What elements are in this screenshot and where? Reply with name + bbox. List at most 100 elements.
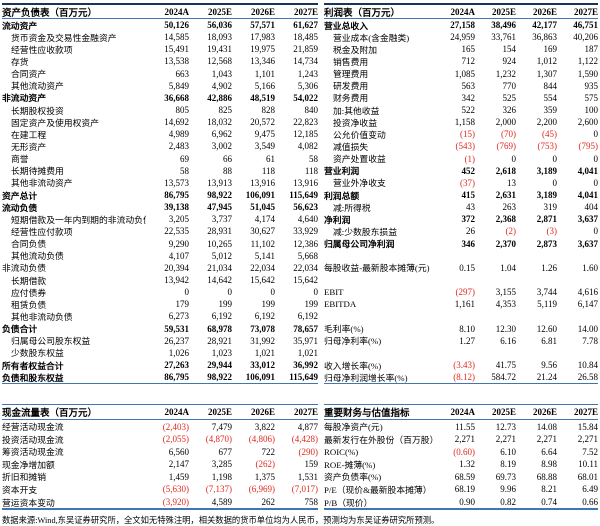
row-label: 毛利率(%) [324, 324, 364, 335]
table-row: 经营性应付款项 22,535 28,931 30,627 33,929 [2, 225, 318, 237]
cell-value: 1.60 [582, 262, 598, 273]
row-label: 营业外净收支 [333, 178, 386, 189]
cell-value: 26.58 [577, 372, 598, 383]
table-row: 负债和股东权益 86,795 98,922 106,091 115,649 [2, 371, 318, 383]
cell-value: 0 [593, 226, 599, 237]
cell-value: 319 [543, 202, 558, 213]
table-row: 在建工程 4,989 6,962 9,475 12,185 [2, 128, 318, 140]
cell-value: 3,737 [211, 214, 232, 225]
row-label: EBITDA [324, 299, 357, 310]
cell-value: 2,483 [168, 141, 189, 152]
row-label: 归属母公司股东权益 [11, 336, 91, 347]
cell-value: 21,034 [207, 262, 232, 273]
cell-value: 8.19 [500, 459, 516, 470]
cell-value: 6,560 [168, 446, 189, 457]
table-body: 每股净资产(元) 11.55 12.73 14.08 15.84 最新发行在外股份（百万股… [324, 420, 598, 511]
cell-value: 12,386 [293, 238, 318, 249]
cell-value: 14,692 [164, 117, 189, 128]
cell-value: 98,922 [207, 372, 232, 383]
table-row: 负债合计 59,531 68,978 73,078 78,657 [2, 323, 318, 335]
table-title: 重要财务与估值指标 [324, 409, 410, 420]
cell-value: 13 [507, 177, 516, 188]
cell-value: 4,902 [211, 80, 232, 91]
cell-value: 4,616 [577, 287, 598, 298]
row-label: 负债和股东权益 [2, 372, 64, 383]
cell-value: 1,375 [254, 471, 275, 482]
row-label: 公允价值变动 [333, 129, 386, 140]
cell-value: 828 [261, 105, 276, 116]
cell-value: 98,922 [207, 190, 232, 201]
row-label: 营业总收入 [324, 20, 368, 31]
cell-value: 86,795 [164, 190, 189, 201]
cell-value: 6,962 [211, 129, 232, 140]
cell-value: 4,041 [577, 165, 598, 176]
cell-value: 15.84 [577, 421, 598, 432]
cell-value: 11,102 [250, 238, 275, 249]
cell-value: 12,568 [207, 56, 232, 67]
cell-value: 825 [218, 105, 233, 116]
table-row: 合同负债 9,290 10,265 11,102 12,386 [2, 238, 318, 250]
column-header-2024a: 2024A [450, 407, 476, 418]
table-row: 投资活动现金流 (2,055) (4,870) (4,806) (4,428) [2, 433, 318, 446]
cell-value: 677 [218, 446, 233, 457]
table-row: 归母净利润增长率(%) (8.12) 584.72 21.24 26.58 [324, 371, 598, 383]
table-row: 资产处置收益 (1) 0 0 0 [324, 153, 598, 165]
column-header-2024a: 2024A [164, 6, 190, 17]
cell-value: 38,496 [491, 20, 516, 31]
cell-value: (262) [255, 459, 276, 470]
row-label: 利润总额 [324, 190, 360, 201]
cell-value: 22,034 [293, 262, 318, 273]
table-row: 资本开支 (5,630) (7,137) (6,969) (7,017) [2, 483, 318, 496]
table-row: 长期股权投资 805 825 828 840 [2, 104, 318, 116]
row-label: 最新发行在外股份（百万股） [324, 434, 434, 445]
cell-value: (795) [578, 141, 599, 152]
cell-value: 722 [261, 446, 276, 457]
income-statement-table: 利润表（百万元） 2024A 2025E 2026E 2027E 营业总收入 27,15… [324, 3, 599, 385]
cell-value: 2,147 [168, 459, 189, 470]
table-body: 经营活动现金流 (2,403) 7,479 3,822 4,877 投资活动现金流 (2,0… [2, 420, 318, 511]
row-label: 每股净资产(元) [324, 422, 383, 433]
cell-value: 0 [313, 287, 319, 298]
table-row: 现金净增加额 2,147 3,285 (262) 159 [2, 458, 318, 471]
row-label: 应付债券 [11, 287, 47, 298]
cell-value: 13,916 [250, 177, 275, 188]
cell-value: 88 [223, 165, 232, 176]
table-row: 应付债券 0 0 0 0 [2, 286, 318, 298]
row-label: 管理费用 [333, 69, 369, 80]
cell-value: 106,091 [245, 190, 275, 201]
row-label: 流动负债 [2, 202, 38, 213]
cell-value: 33,761 [491, 32, 516, 43]
cell-value: 6.81 [541, 335, 557, 346]
cell-value: 36,863 [532, 32, 557, 43]
cash-flow-table: 现金流量表（百万元） 2024A 2025E 2026E 2027E 经营活动现金流 (… [2, 404, 318, 511]
cell-value: 17,983 [250, 32, 275, 43]
cell-value: 3,822 [254, 421, 275, 432]
row-label: 商誉 [11, 154, 29, 165]
cell-value: 36,992 [293, 360, 318, 370]
row-label: 存货 [11, 57, 29, 67]
table-body: 营业总收入 27,158 38,496 42,177 46,751 营业成本(含金融类) 2… [324, 19, 599, 385]
table-row: 货币资金及交易性金融资产 14,585 18,093 17,983 18,485 [2, 31, 318, 43]
cell-value: 86,795 [164, 372, 189, 383]
table-row: P/B（现价） 0.90 0.82 0.74 0.66 [324, 496, 598, 509]
column-header-2024a: 2024A [164, 407, 190, 418]
row-label: 税金及附加 [333, 44, 377, 55]
cell-value: 35,971 [293, 335, 318, 346]
row-label: 流动资产 [2, 20, 38, 31]
cell-value: 663 [175, 68, 190, 79]
cell-value: 0.15 [459, 262, 475, 273]
cell-value: 3,002 [211, 141, 232, 152]
cell-value: 68,978 [207, 323, 232, 334]
row-label: 现金净增加额 [2, 459, 55, 470]
column-header-2025e: 2025E [207, 407, 232, 418]
cell-value: 575 [584, 92, 599, 103]
cell-value: 2,873 [536, 238, 557, 249]
cell-value: 18,093 [207, 32, 232, 43]
cell-value: 8.21 [541, 484, 557, 495]
row-label: 营运资本变动 [2, 497, 55, 508]
cell-value: 372 [461, 214, 476, 225]
row-label: 其他流动资产 [11, 81, 64, 92]
table-row: 营业总收入 27,158 38,496 42,177 46,751 [324, 19, 598, 31]
table-row: 其他非流动负债 6,273 6,192 6,192 6,192 [2, 310, 318, 322]
cell-value: 1,026 [168, 347, 189, 358]
